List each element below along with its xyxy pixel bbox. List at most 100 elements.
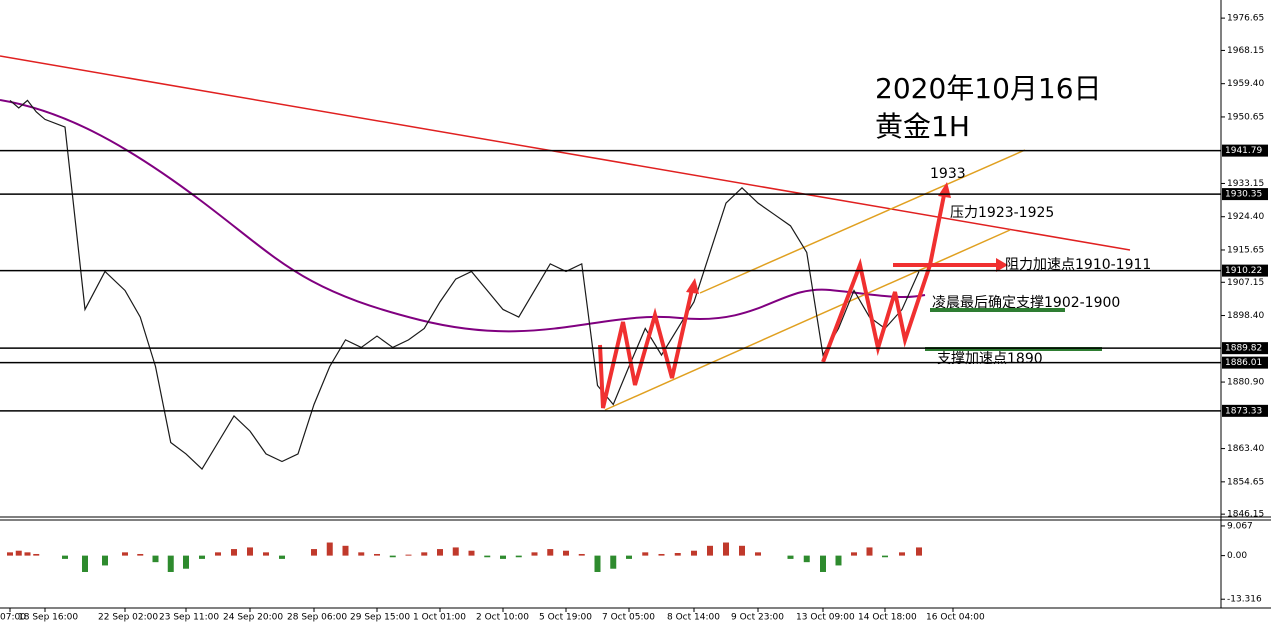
histogram-bar: [674, 553, 681, 556]
histogram-bar: [82, 555, 88, 572]
histogram-bar: [500, 555, 506, 559]
level-box: [1222, 342, 1268, 355]
histogram-bar: [311, 549, 317, 556]
histogram-bar: [342, 545, 349, 556]
level-label: 1930.35: [1225, 190, 1262, 200]
histogram-bar: [610, 555, 617, 569]
subtitle: 黄金1H: [875, 110, 970, 143]
arrow-head: [686, 278, 699, 294]
histogram-bar: [642, 552, 649, 556]
histogram-bar: [691, 550, 697, 556]
x-tick-label: 28 Sep 06:00: [287, 613, 347, 623]
x-tick-label: 13 Oct 09:00: [796, 613, 855, 623]
histogram-bar: [803, 555, 810, 563]
histogram-bar: [389, 555, 396, 558]
histogram-bar: [468, 550, 475, 556]
histogram-bar: [882, 555, 888, 558]
y-tick-label: 1880.90: [1227, 378, 1264, 388]
annotation: 1933: [930, 166, 966, 182]
histogram-bar: [358, 552, 365, 556]
x-tick-label: 14 Oct 18:00: [858, 613, 917, 623]
x-tick-label: 07:00: [0, 613, 26, 623]
histogram-bar: [547, 549, 554, 556]
y-tick-label: 1863.40: [1227, 444, 1264, 454]
x-tick-label: 29 Sep 15:00: [350, 613, 410, 623]
histogram-bar: [167, 555, 174, 572]
x-tick-label: 7 Oct 05:00: [602, 613, 655, 623]
annotation: 阻力加速点1910-1911: [1005, 257, 1151, 273]
histogram-bar: [723, 542, 729, 556]
histogram-bar: [102, 555, 108, 566]
histogram-bar: [326, 542, 333, 556]
histogram-bar: [183, 555, 189, 569]
histogram-bar: [563, 550, 569, 556]
histogram-bar: [820, 555, 826, 572]
histogram-bar: [374, 553, 380, 556]
marks: [7, 99, 922, 572]
level-box: [1222, 404, 1268, 417]
histogram-bar: [215, 552, 221, 556]
histogram-bar: [7, 552, 13, 556]
x-tick-label: 8 Oct 14:00: [667, 613, 720, 623]
histogram-bar: [626, 555, 632, 559]
histogram-bar: [122, 552, 128, 556]
title: 2020年10月16日: [875, 72, 1102, 105]
x-tick-label: 16 Oct 04:00: [926, 613, 985, 623]
histogram-bar: [739, 545, 745, 556]
level-box: [1222, 144, 1268, 157]
x-tick-label: 22 Sep 02:00: [98, 613, 158, 623]
y-tick-label: 1854.65: [1227, 477, 1264, 487]
x-tick-label: 23 Sep 11:00: [159, 613, 219, 623]
y-tick-label: 1915.65: [1227, 245, 1264, 255]
histogram-bar: [15, 550, 22, 556]
y-tick-label: 1846.15: [1227, 510, 1264, 520]
x-tick-label: 2 Oct 10:00: [476, 613, 529, 623]
histogram-bar: [899, 552, 905, 556]
histogram-bar: [231, 549, 237, 556]
histogram-bar: [916, 547, 922, 556]
histogram-bar: [247, 547, 253, 556]
channel-line: [604, 229, 1011, 411]
histogram-bar: [62, 555, 68, 559]
level-box: [1222, 264, 1268, 277]
forecast-arrow: [598, 284, 695, 409]
histogram-bar: [594, 555, 601, 572]
y-tick-label: 1950.65: [1227, 112, 1264, 122]
histogram-bar: [452, 547, 459, 556]
x-tick-label: 18 Sep 16:00: [18, 613, 78, 623]
y-tick-label: -13.316: [1227, 595, 1262, 605]
histogram-bar: [866, 547, 873, 556]
histogram-bar: [24, 552, 31, 556]
level-label: 1886.01: [1225, 358, 1262, 368]
y-tick-label: 1907.15: [1227, 278, 1264, 288]
histogram-bar: [199, 555, 205, 559]
annotation: 支撑加速点1890: [937, 351, 1043, 367]
level-box: [1222, 356, 1268, 369]
histogram-bar: [835, 555, 842, 566]
histogram-bar: [531, 552, 538, 556]
histogram-bar: [787, 555, 794, 559]
price-line: [9, 99, 920, 471]
histogram-bar: [515, 555, 522, 558]
trend-line: [0, 55, 1131, 251]
x-tick-label: 24 Sep 20:00: [223, 613, 283, 623]
histogram-bar: [658, 553, 665, 556]
y-tick-label: 1959.40: [1227, 79, 1264, 89]
histogram-bar: [405, 554, 412, 556]
y-tick-label: 1968.15: [1227, 46, 1264, 56]
histogram-bar: [437, 549, 443, 556]
y-tick-label: 9.067: [1227, 521, 1253, 531]
annotation: 压力1923-1925: [950, 205, 1054, 221]
y-tick-label: 1924.40: [1227, 212, 1264, 222]
histogram-bar: [755, 552, 761, 556]
histogram-bar: [421, 552, 428, 556]
annotation: 凌晨最后确定支撑1902-1900: [932, 295, 1120, 311]
level-label: 1941.79: [1225, 146, 1262, 156]
histogram-bar: [851, 552, 857, 556]
x-tick-label: 5 Oct 19:00: [539, 613, 592, 623]
histogram-bar: [279, 555, 285, 559]
histogram-bar: [33, 553, 40, 556]
